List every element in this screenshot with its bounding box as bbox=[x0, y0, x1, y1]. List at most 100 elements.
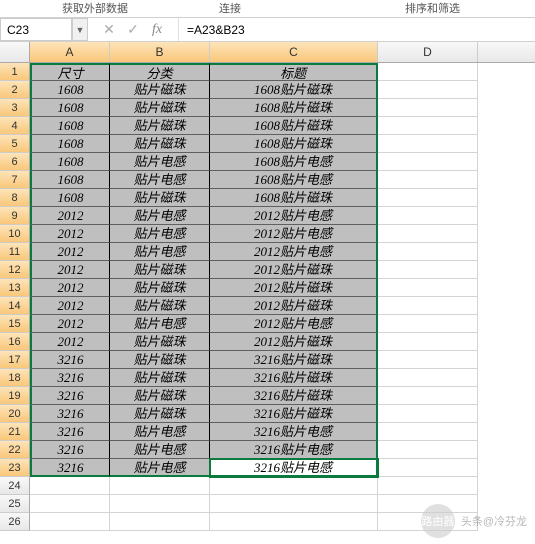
row-header[interactable]: 3 bbox=[0, 99, 30, 117]
cell-B23[interactable]: 贴片电感 bbox=[110, 459, 210, 477]
select-all-corner[interactable] bbox=[0, 42, 30, 62]
name-box[interactable]: C23 bbox=[0, 18, 72, 41]
cell-B7[interactable]: 贴片电感 bbox=[110, 171, 210, 189]
cell-C8[interactable]: 1608贴片磁珠 bbox=[210, 189, 378, 207]
cell-B16[interactable]: 贴片磁珠 bbox=[110, 333, 210, 351]
cell-B24[interactable] bbox=[110, 477, 210, 495]
cell-C12[interactable]: 2012贴片磁珠 bbox=[210, 261, 378, 279]
cell-B5[interactable]: 贴片磁珠 bbox=[110, 135, 210, 153]
row-header[interactable]: 17 bbox=[0, 351, 30, 369]
cell-D10[interactable] bbox=[378, 225, 478, 243]
cell-C11[interactable]: 2012贴片电感 bbox=[210, 243, 378, 261]
cell-A17[interactable]: 3216 bbox=[30, 351, 110, 369]
cell-A9[interactable]: 2012 bbox=[30, 207, 110, 225]
formula-input[interactable]: =A23&B23 bbox=[178, 18, 535, 41]
cell-C2[interactable]: 1608贴片磁珠 bbox=[210, 81, 378, 99]
row-header[interactable]: 7 bbox=[0, 171, 30, 189]
cell-B13[interactable]: 贴片磁珠 bbox=[110, 279, 210, 297]
row-header[interactable]: 2 bbox=[0, 81, 30, 99]
cell-C6[interactable]: 1608贴片电感 bbox=[210, 153, 378, 171]
cell-C14[interactable]: 2012贴片磁珠 bbox=[210, 297, 378, 315]
cell-B21[interactable]: 贴片电感 bbox=[110, 423, 210, 441]
cell-B2[interactable]: 贴片磁珠 bbox=[110, 81, 210, 99]
row-header[interactable]: 5 bbox=[0, 135, 30, 153]
cell-B22[interactable]: 贴片电感 bbox=[110, 441, 210, 459]
column-header-D[interactable]: D bbox=[378, 42, 478, 62]
cell-A7[interactable]: 1608 bbox=[30, 171, 110, 189]
cell-D2[interactable] bbox=[378, 81, 478, 99]
cell-A21[interactable]: 3216 bbox=[30, 423, 110, 441]
cell-A25[interactable] bbox=[30, 495, 110, 513]
cell-C3[interactable]: 1608贴片磁珠 bbox=[210, 99, 378, 117]
cell-B14[interactable]: 贴片磁珠 bbox=[110, 297, 210, 315]
cell-B3[interactable]: 贴片磁珠 bbox=[110, 99, 210, 117]
cell-D9[interactable] bbox=[378, 207, 478, 225]
column-header-A[interactable]: A bbox=[30, 42, 110, 62]
cell-D22[interactable] bbox=[378, 441, 478, 459]
cell-C21[interactable]: 3216贴片电感 bbox=[210, 423, 378, 441]
row-header[interactable]: 10 bbox=[0, 225, 30, 243]
cell-C7[interactable]: 1608贴片电感 bbox=[210, 171, 378, 189]
cell-D18[interactable] bbox=[378, 369, 478, 387]
cell-B15[interactable]: 贴片电感 bbox=[110, 315, 210, 333]
row-header[interactable]: 8 bbox=[0, 189, 30, 207]
cell-D19[interactable] bbox=[378, 387, 478, 405]
row-header[interactable]: 19 bbox=[0, 387, 30, 405]
cell-B6[interactable]: 贴片电感 bbox=[110, 153, 210, 171]
cell-A4[interactable]: 1608 bbox=[30, 117, 110, 135]
cell-D17[interactable] bbox=[378, 351, 478, 369]
cell-C25[interactable] bbox=[210, 495, 378, 513]
row-header[interactable]: 22 bbox=[0, 441, 30, 459]
column-header-B[interactable]: B bbox=[110, 42, 210, 62]
row-header[interactable]: 15 bbox=[0, 315, 30, 333]
row-header[interactable]: 18 bbox=[0, 369, 30, 387]
row-header[interactable]: 25 bbox=[0, 495, 30, 513]
cell-B9[interactable]: 贴片电感 bbox=[110, 207, 210, 225]
cell-B1[interactable]: 分类 bbox=[110, 63, 210, 81]
row-header[interactable]: 11 bbox=[0, 243, 30, 261]
name-box-dropdown[interactable]: ▼ bbox=[72, 18, 88, 41]
row-header[interactable]: 14 bbox=[0, 297, 30, 315]
cell-A13[interactable]: 2012 bbox=[30, 279, 110, 297]
row-header[interactable]: 16 bbox=[0, 333, 30, 351]
row-header[interactable]: 13 bbox=[0, 279, 30, 297]
cell-B8[interactable]: 贴片磁珠 bbox=[110, 189, 210, 207]
cell-A19[interactable]: 3216 bbox=[30, 387, 110, 405]
cell-B10[interactable]: 贴片电感 bbox=[110, 225, 210, 243]
cell-C22[interactable]: 3216贴片电感 bbox=[210, 441, 378, 459]
cell-D16[interactable] bbox=[378, 333, 478, 351]
cell-A3[interactable]: 1608 bbox=[30, 99, 110, 117]
cell-A11[interactable]: 2012 bbox=[30, 243, 110, 261]
cell-B26[interactable] bbox=[110, 513, 210, 531]
cell-A22[interactable]: 3216 bbox=[30, 441, 110, 459]
cell-C26[interactable] bbox=[210, 513, 378, 531]
cell-D24[interactable] bbox=[378, 477, 478, 495]
cell-C5[interactable]: 1608贴片磁珠 bbox=[210, 135, 378, 153]
row-header[interactable]: 9 bbox=[0, 207, 30, 225]
cell-A18[interactable]: 3216 bbox=[30, 369, 110, 387]
cell-A15[interactable]: 2012 bbox=[30, 315, 110, 333]
cell-D15[interactable] bbox=[378, 315, 478, 333]
cell-D5[interactable] bbox=[378, 135, 478, 153]
cell-C20[interactable]: 3216贴片磁珠 bbox=[210, 405, 378, 423]
cell-D12[interactable] bbox=[378, 261, 478, 279]
cell-A1[interactable]: 尺寸 bbox=[30, 63, 110, 81]
cell-C15[interactable]: 2012贴片电感 bbox=[210, 315, 378, 333]
cell-C10[interactable]: 2012贴片电感 bbox=[210, 225, 378, 243]
cell-C17[interactable]: 3216贴片磁珠 bbox=[210, 351, 378, 369]
cell-A2[interactable]: 1608 bbox=[30, 81, 110, 99]
cell-C19[interactable]: 3216贴片磁珠 bbox=[210, 387, 378, 405]
fx-icon[interactable]: fx bbox=[146, 18, 168, 41]
cell-D1[interactable] bbox=[378, 63, 478, 81]
cell-D11[interactable] bbox=[378, 243, 478, 261]
cell-B25[interactable] bbox=[110, 495, 210, 513]
cell-C4[interactable]: 1608贴片磁珠 bbox=[210, 117, 378, 135]
cell-A8[interactable]: 1608 bbox=[30, 189, 110, 207]
cell-A14[interactable]: 2012 bbox=[30, 297, 110, 315]
cell-B19[interactable]: 贴片磁珠 bbox=[110, 387, 210, 405]
cell-A5[interactable]: 1608 bbox=[30, 135, 110, 153]
row-header[interactable]: 4 bbox=[0, 117, 30, 135]
row-header[interactable]: 12 bbox=[0, 261, 30, 279]
cell-D23[interactable] bbox=[378, 459, 478, 477]
cell-C16[interactable]: 2012贴片磁珠 bbox=[210, 333, 378, 351]
